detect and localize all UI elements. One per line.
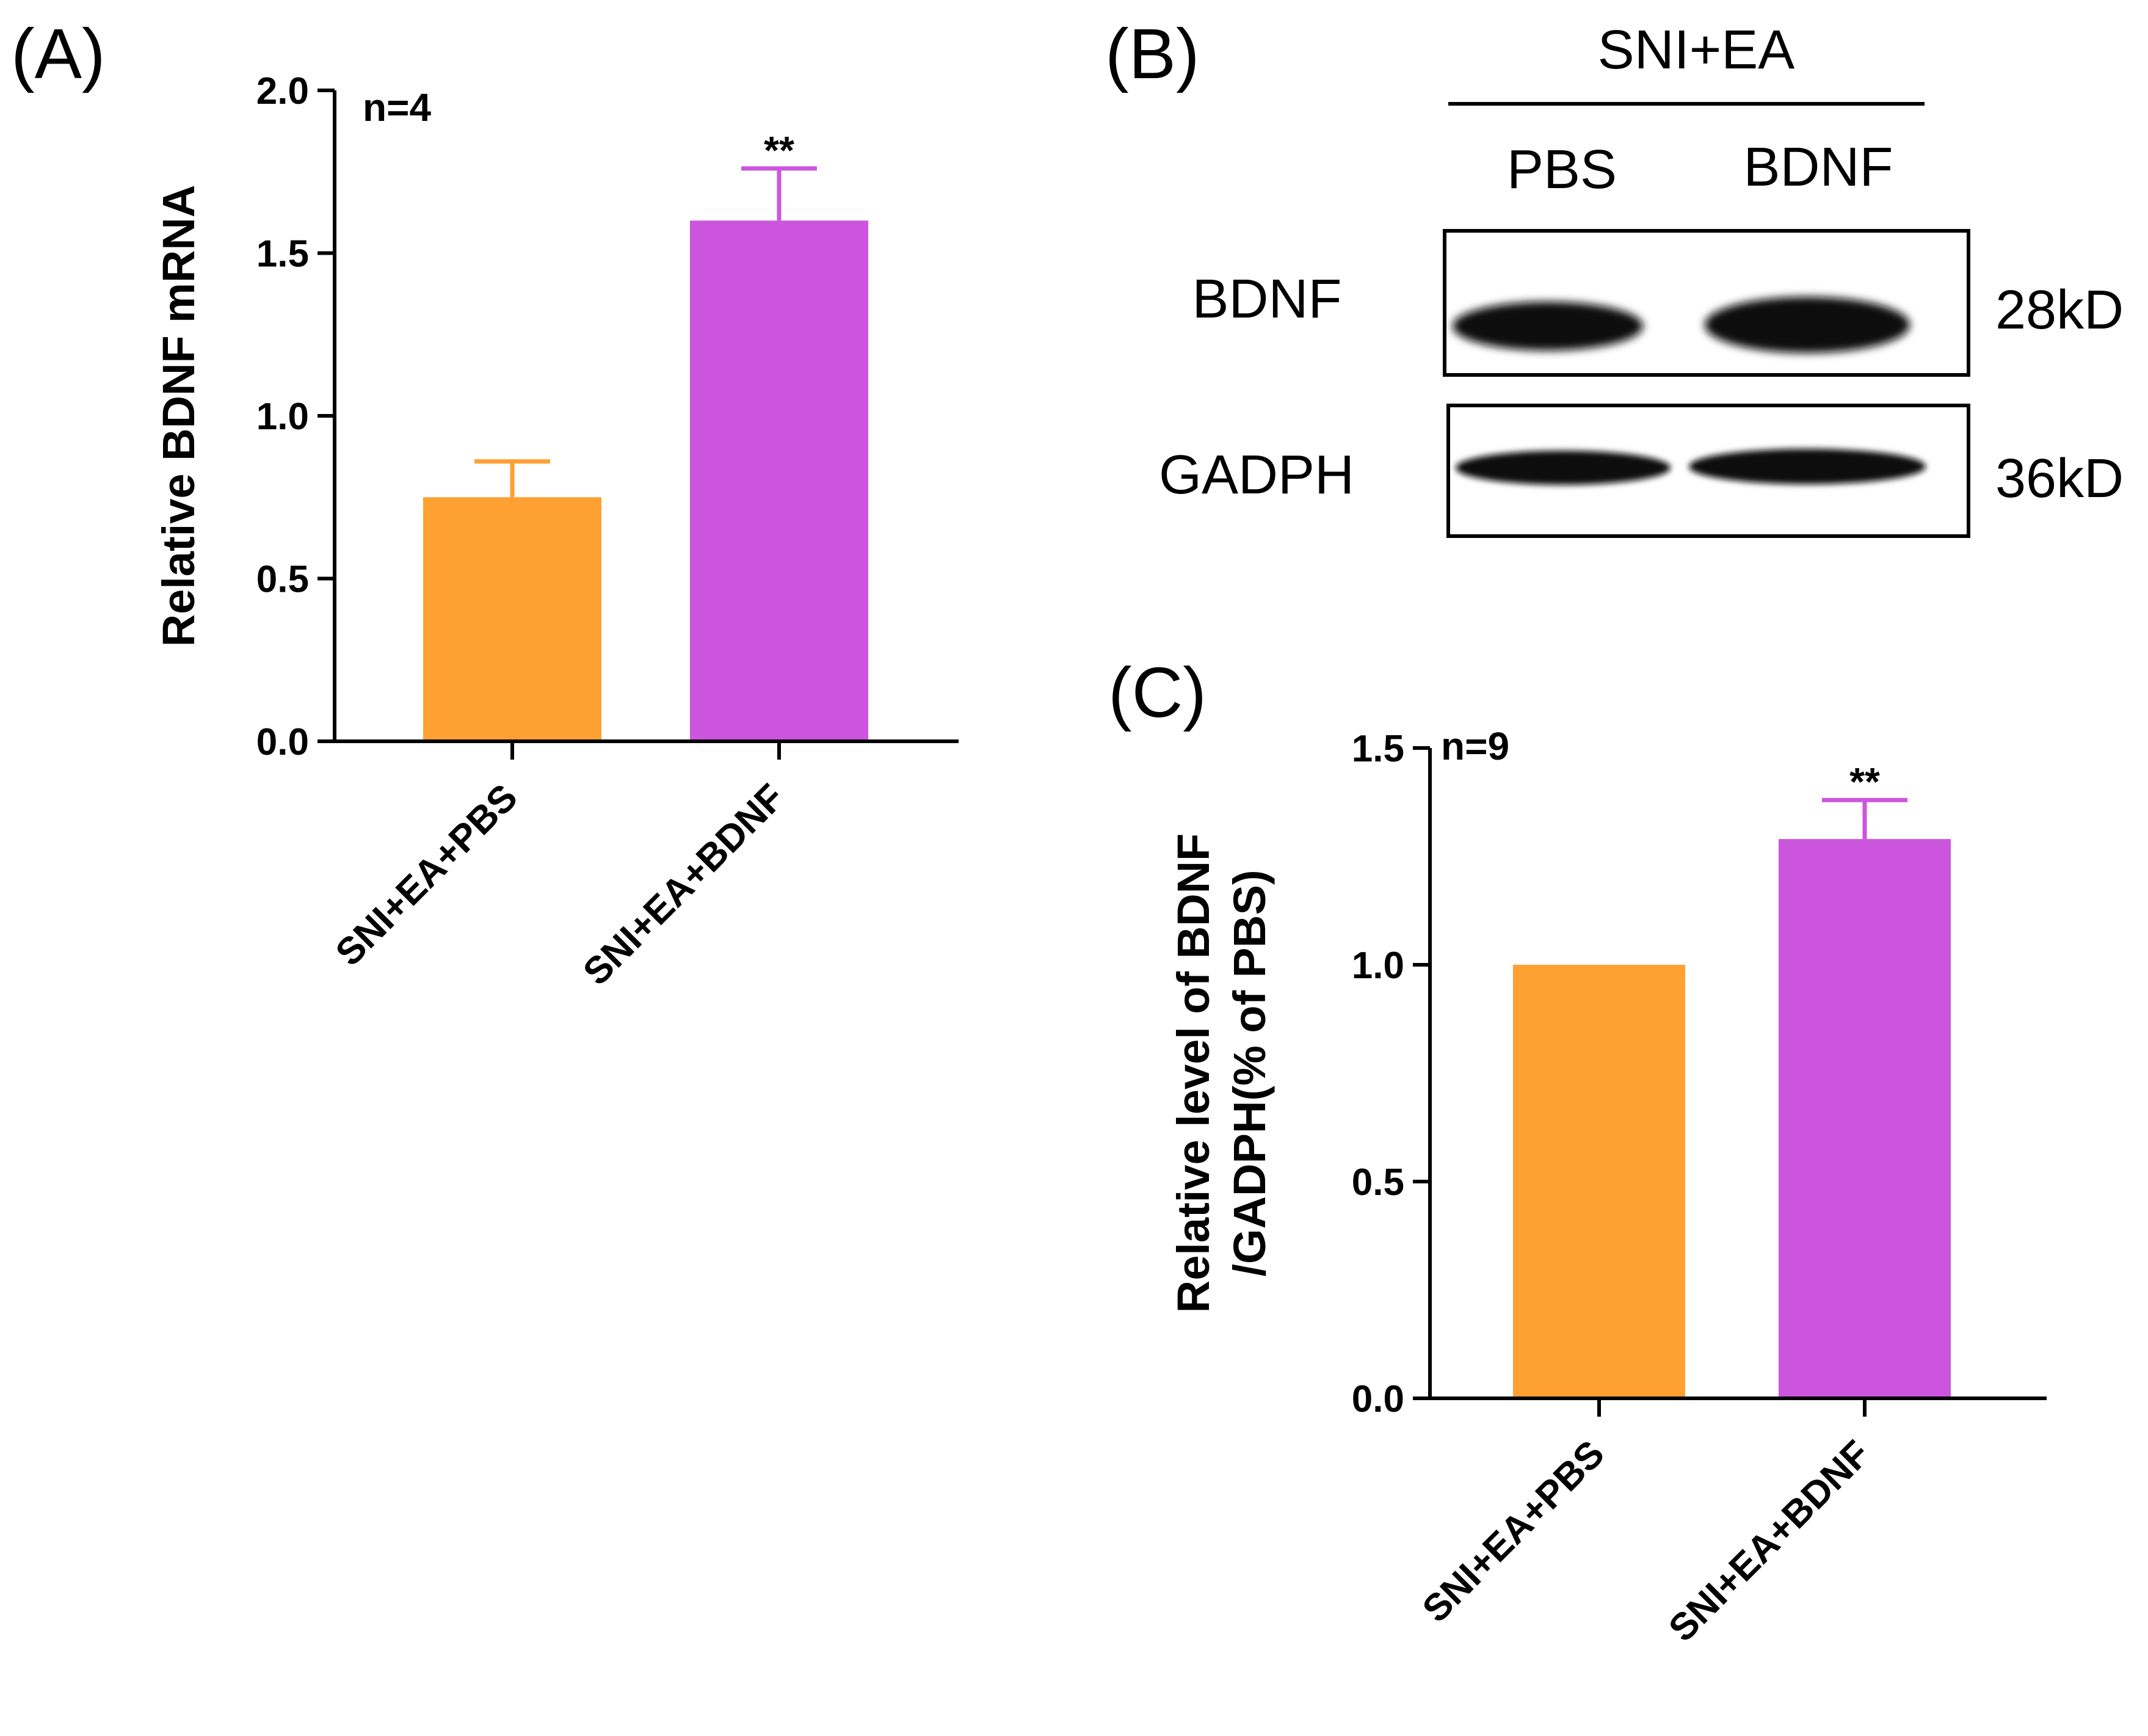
panel-c-significance-2: ** [1849,760,1880,804]
blot-size-bdnf: 28kD [1995,280,2124,341]
panel-c-error-bars [1822,797,1907,840]
panel-a-category-label-1: SNI+EA+PBS [328,776,526,974]
panel-c-y-tick-label-1: 0.5 [1352,1161,1404,1204]
panel-a: (A) n=4 ** 0.0 0.5 1.0 1.5 2.0 SNI+EA+PBS SNI… [11,14,959,993]
panel-a-n-label: n=4 [363,85,431,129]
blot-group-label: SNI+EA [1598,20,1795,81]
panel-c-y-tick-label-0: 0.0 [1352,1378,1404,1420]
panel-b: (B) SNI+EA PBS BDNF BDNF 28kD GADPH 36kD [1105,14,2124,538]
panel-a-y-tick-label-2: 1.0 [256,396,309,438]
panel-c-axes [1428,748,2047,1400]
blot-row-label-bdnf: BDNF [1192,269,1342,330]
blot-row-label-gadph: GADPH [1159,445,1354,506]
blot-membrane-bdnf [1443,229,1970,377]
blot-membrane-gadph [1446,404,1970,538]
panel-b-letter: (B) [1105,14,1200,93]
blot-band-bdnf-bdnf [1705,297,1910,353]
panel-c-bar-2 [1779,839,1951,1398]
panel-a-error-bars [474,166,817,498]
panel-a-y-tick-label-0: 0.0 [256,721,309,763]
panel-c-bar-1 [1513,965,1685,1398]
panel-c-category-label-2: SNI+EA+BDNF [1661,1433,1878,1650]
blot-lane-label-bdnf: BDNF [1744,137,1893,198]
panel-c-letter: (C) [1108,653,1206,732]
panel-c-y-tick-label-3: 1.5 [1352,728,1404,770]
panel-a-y-tick-label-1: 0.5 [256,559,309,601]
blot-band-gadph-pbs [1456,451,1671,485]
panel-a-significance: ** [764,128,794,172]
panel-c-y-axis-title-line-1: Relative level of BDNF [1168,833,1219,1313]
panel-a-significance-2: ** [764,128,794,172]
panel-c-y-axis-title-line-2: /GADPH(% of PBS) [1224,870,1275,1277]
panel-a-bars [423,220,868,741]
panel-c: (C) n=9 ** 0.0 0.5 1.0 1.5 SNI+EA+PBS SNI+EA… [1108,653,2047,1650]
panel-a-bar-2 [690,220,868,741]
panel-c-category-labels: SNI+EA+PBS SNI+EA+BDNF [1415,1433,1878,1650]
panel-c-n-label: n=9 [1441,724,1509,768]
panel-a-y-tick-label-3: 1.5 [256,233,309,275]
panel-a-y-axis-title: Relative BDNF mRNA [153,185,204,647]
panel-a-category-label-2: SNI+EA+BDNF [575,776,793,993]
blot-band-gadph-bdnf [1689,449,1926,484]
panel-a-y-tick-label-4: 2.0 [256,70,309,112]
blot-band-bdnf-pbs [1453,302,1643,350]
panel-a-y-axis-title: Relative BDNF mRNA [153,185,204,647]
panel-a-x-ticks [510,741,781,760]
panel-c-bars [1513,839,1951,1398]
panel-a-y-ticks: 0.0 0.5 1.0 1.5 2.0 [256,70,335,763]
panel-c-y-axis-title: Relative level of BDNF/GADPH(% of PBS) [1168,833,1275,1313]
panel-a-category-labels: SNI+EA+PBS SNI+EA+BDNF [328,776,793,993]
panel-a-letter: (A) [11,14,106,93]
blot-size-gadph: 36kD [1995,448,2124,509]
panel-c-x-ticks [1597,1398,1867,1417]
panel-c-significance: ** [1849,760,1880,804]
panel-a-bar-1 [423,497,601,741]
panel-c-y-tick-label-2: 1.0 [1352,945,1404,987]
panel-c-category-label-1: SNI+EA+PBS [1415,1433,1613,1630]
blot-lane-label-pbs: PBS [1507,139,1617,200]
panel-c-y-ticks: 0.0 0.5 1.0 1.5 [1352,728,1430,1420]
